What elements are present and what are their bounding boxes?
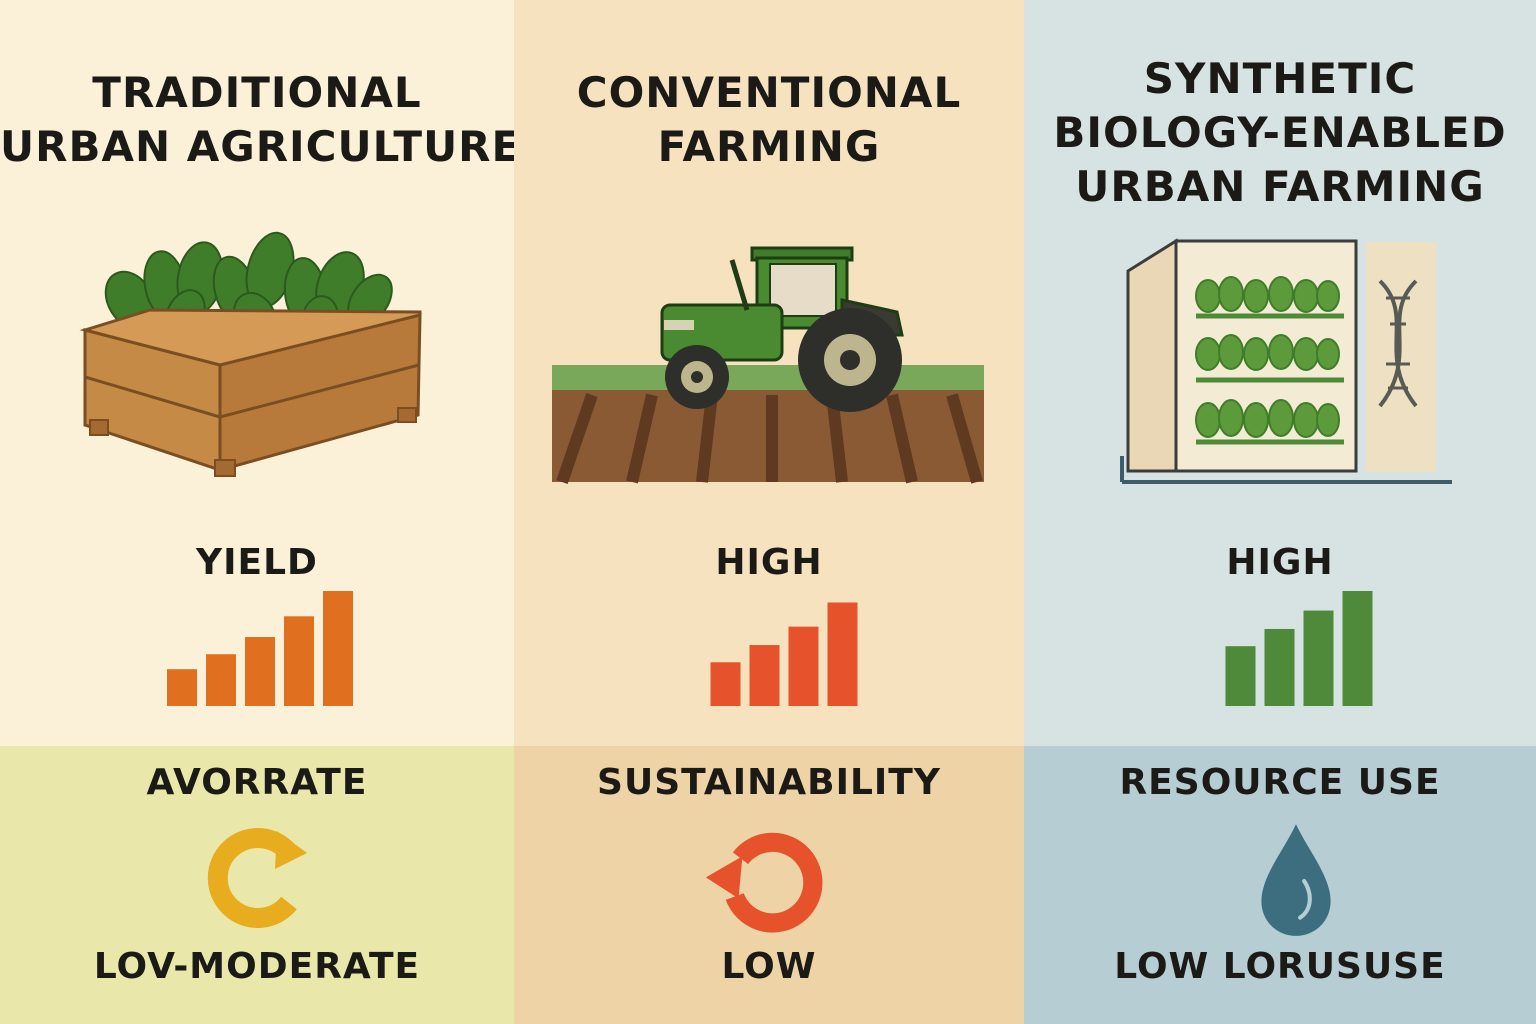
rating-value: LOW (721, 946, 817, 987)
level-bar (1342, 591, 1373, 706)
level-bar (749, 645, 780, 706)
level-bar (284, 616, 314, 706)
level-bar (710, 662, 741, 706)
title-line: FARMING (657, 122, 881, 171)
title-line: SYNTHETIC (1143, 54, 1417, 103)
title-line: BIOLOGY-ENABLED (1053, 108, 1507, 157)
column-synthetic-biology-urban-farming: SYNTHETIC BIOLOGY-ENABLED URBAN FARMING (1024, 0, 1536, 1024)
column-bottom-panel (514, 746, 1024, 1024)
yield-bar-indicator (167, 591, 353, 706)
level-bar (167, 669, 197, 706)
refresh-arrow-icon (705, 832, 823, 933)
metric-label: YIELD (196, 542, 318, 583)
cycle-arrow-icon (207, 828, 307, 928)
rating-value: LOV-MODERATE (93, 946, 421, 987)
level-bar (1303, 610, 1334, 706)
water-drop-icon (1261, 824, 1331, 936)
title-line: URBAN FARMING (1075, 162, 1485, 211)
metric-label: HIGH (1226, 542, 1334, 583)
column-title: TRADITIONAL URBAN AGRICULTURE (0, 66, 522, 174)
metric-label: HIGH (715, 542, 823, 583)
level-bar (1225, 646, 1256, 706)
column-conventional-farming: CONVENTIONAL FARMING (514, 0, 1024, 1024)
title-line: CONVENTIONAL (576, 68, 962, 117)
column-title: CONVENTIONAL FARMING (514, 66, 1024, 174)
level-bar (323, 591, 353, 706)
column-bottom-panel (0, 746, 514, 1024)
tractor-field-illustration (552, 246, 984, 484)
yield-bar-indicator (710, 602, 858, 706)
column-title: SYNTHETIC BIOLOGY-ENABLED URBAN FARMING (1024, 52, 1536, 214)
rating-value: LOW LORUSUSE (1114, 946, 1446, 987)
bottom-metric-label: AVORRATE (146, 762, 368, 803)
level-bar (245, 637, 275, 706)
bottom-metric-label: RESOURCE USE (1119, 762, 1441, 803)
level-bar (206, 654, 236, 706)
title-line: URBAN AGRICULTURE (0, 122, 522, 171)
title-line: TRADITIONAL (92, 68, 422, 117)
level-bar (788, 626, 819, 706)
raised-garden-bed-illustration (79, 231, 422, 477)
column-traditional-urban-agriculture: TRADITIONAL URBAN AGRICULTURE (0, 0, 522, 1024)
bottom-metric-label: SUSTAINABILITY (597, 762, 941, 803)
vertical-farm-dna-illustration (1120, 238, 1452, 484)
level-bar (827, 602, 858, 706)
yield-bar-indicator (1225, 591, 1373, 706)
level-bar (1264, 628, 1295, 706)
